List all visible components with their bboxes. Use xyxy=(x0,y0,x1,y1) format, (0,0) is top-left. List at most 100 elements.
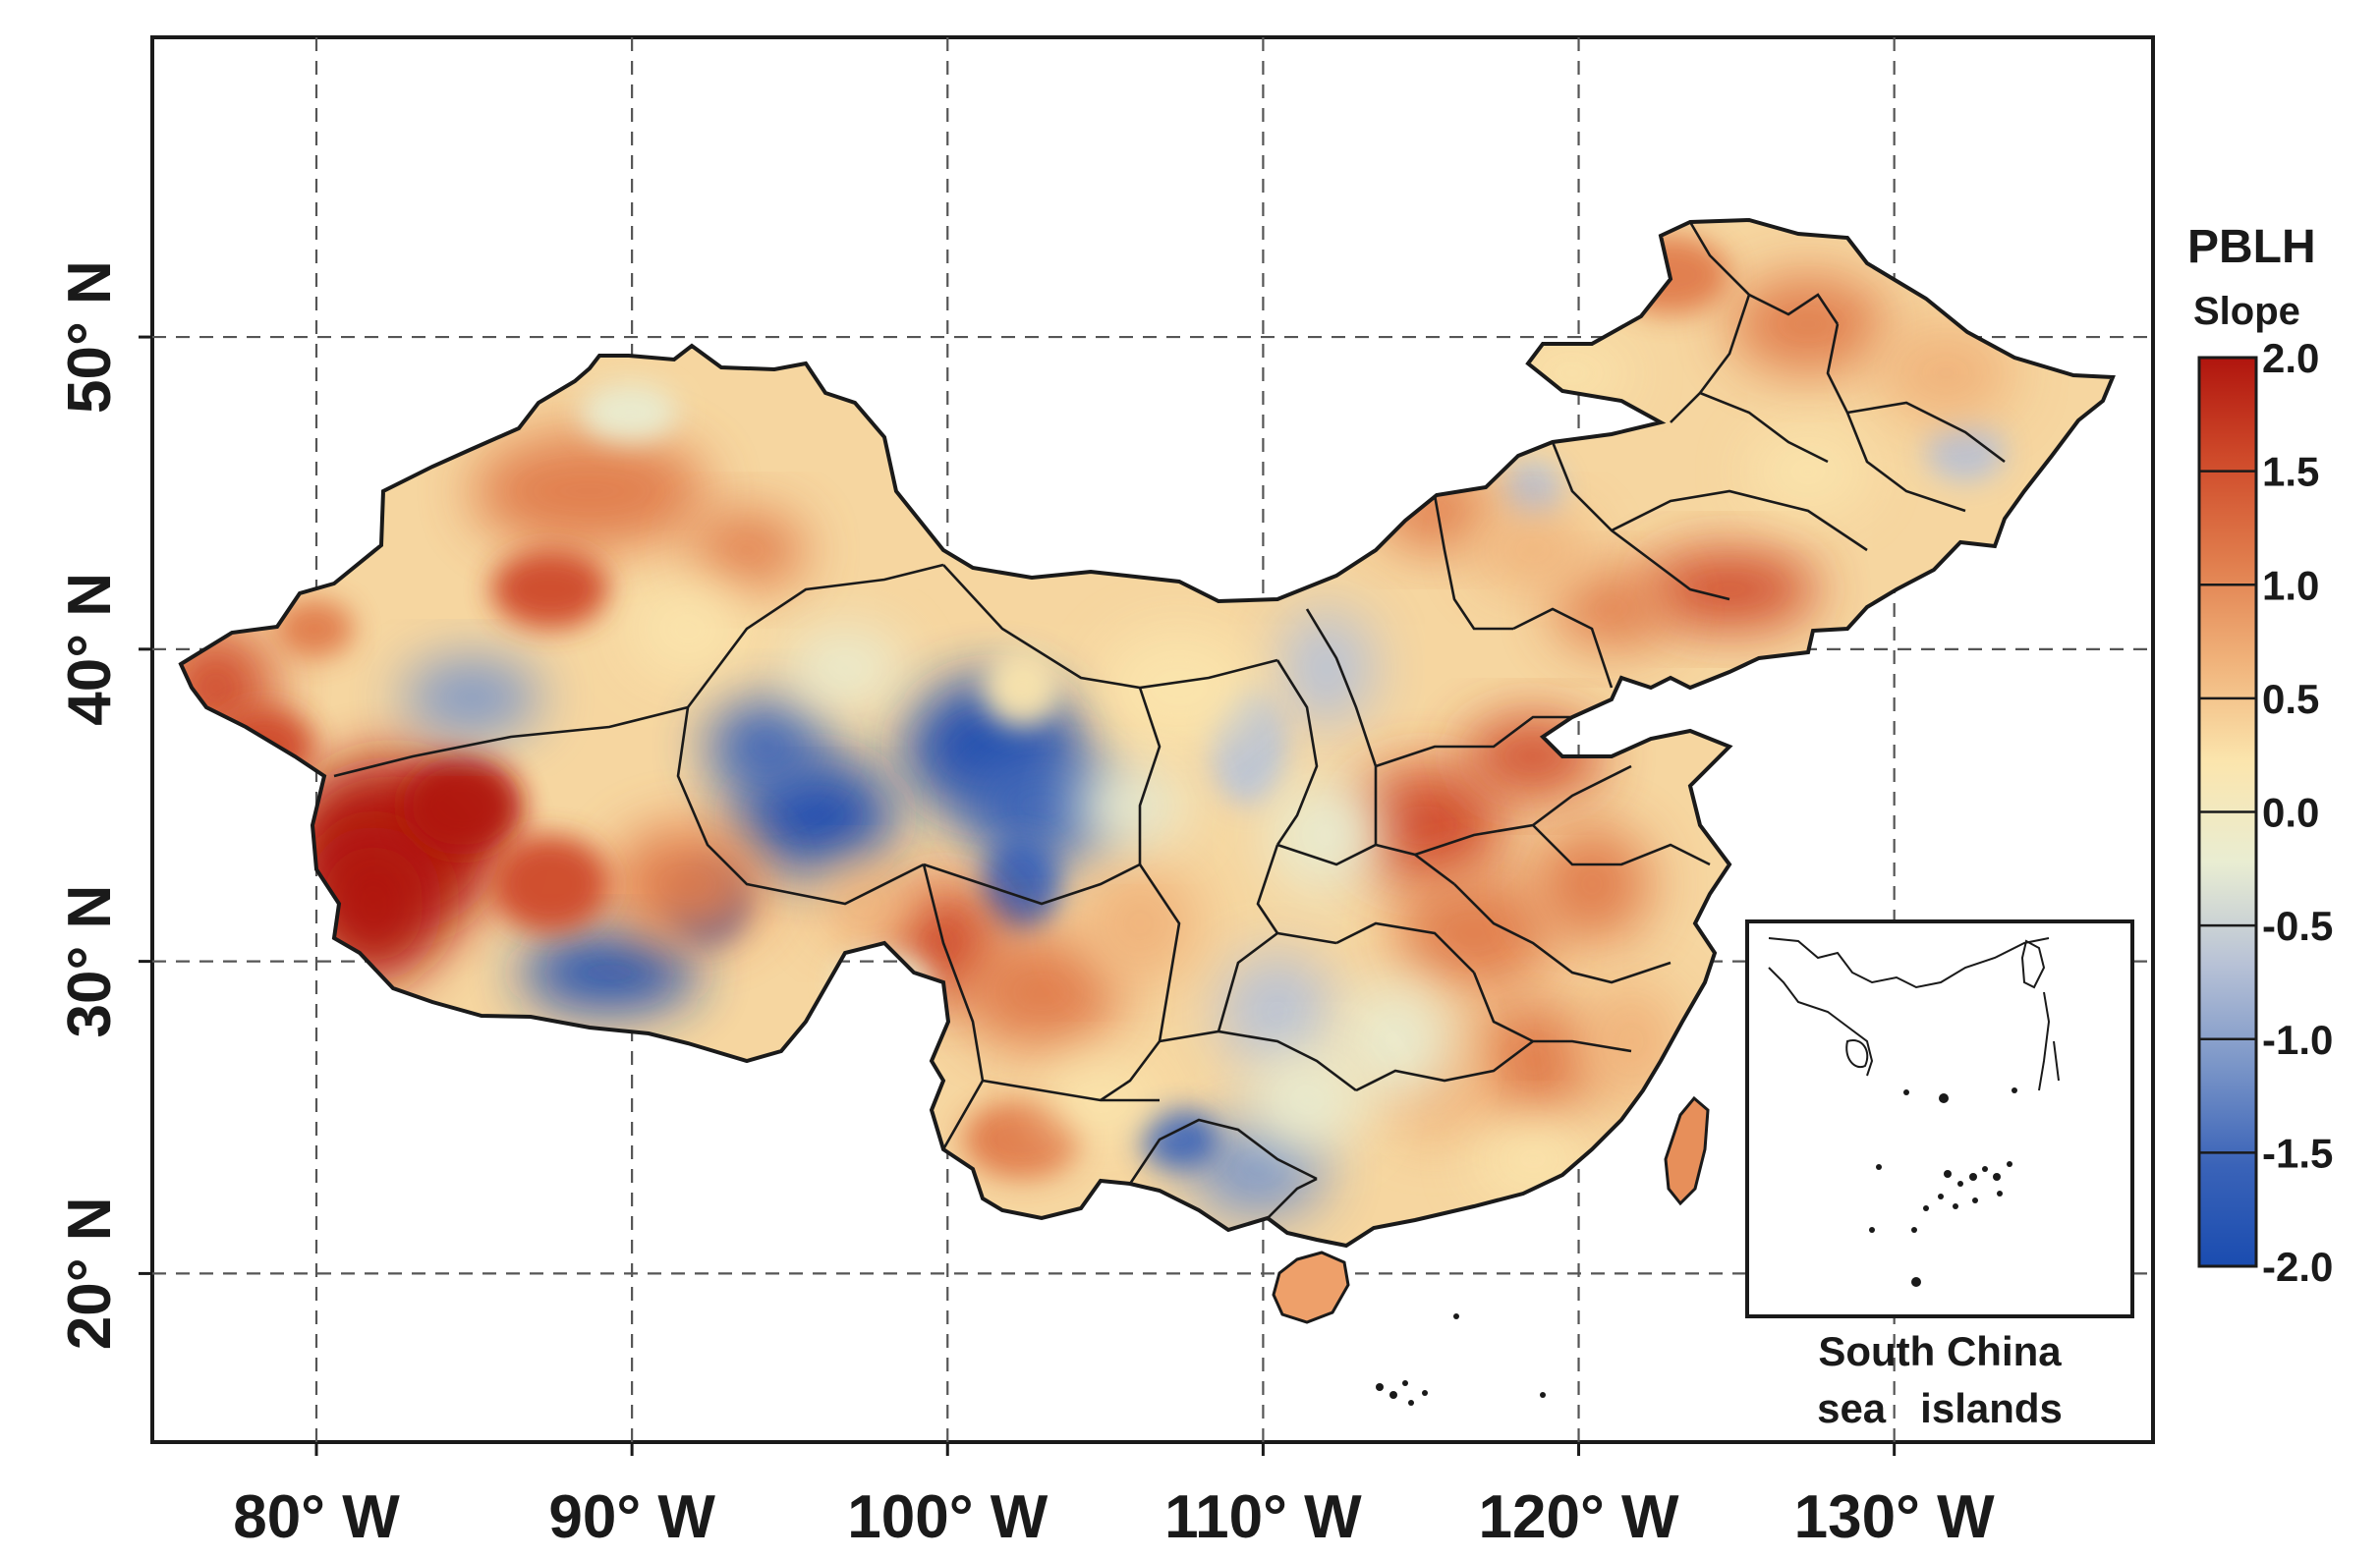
slope-patch xyxy=(1248,1051,1366,1149)
province-border xyxy=(333,705,689,778)
province-border xyxy=(1532,824,1711,866)
legend-tick-label: -1.0 xyxy=(2262,1017,2333,1063)
province-border xyxy=(1699,391,1829,464)
province-border xyxy=(1433,494,1513,631)
province-border xyxy=(982,1079,1160,1102)
legend-tick-label: -0.5 xyxy=(2262,903,2333,949)
slope-patch xyxy=(1503,462,1562,521)
slope-patch xyxy=(1336,982,1454,1100)
legend-tick-labels: 2.0 1.5 1.0 0.5 0.0 -0.5 -1.0 -1.5 -2.0 xyxy=(2262,335,2333,1290)
legend-subtitle: Slope xyxy=(2193,290,2300,333)
province-border xyxy=(942,564,1278,690)
slope-patch xyxy=(491,550,609,629)
slope-patch xyxy=(491,835,609,933)
legend-tick-label: -2.0 xyxy=(2262,1244,2333,1290)
slope-patch xyxy=(275,599,354,658)
inset-label-line1: South China xyxy=(1818,1328,2062,1374)
slope-patch xyxy=(1729,275,1887,373)
province-border xyxy=(1453,883,1672,984)
longitude-labels: 80° W 90° W 100° W 110° W 120° W 130° W xyxy=(233,1442,1995,1551)
slope-patch xyxy=(983,648,1061,727)
province-border xyxy=(1159,1030,1357,1092)
lat-label-50: 50° N xyxy=(56,260,124,414)
slope-patch xyxy=(1395,874,1553,992)
slope-patch xyxy=(1641,550,1818,629)
province-border xyxy=(1128,1118,1318,1185)
province-border xyxy=(1375,715,1572,768)
legend-tick-label: 0.0 xyxy=(2262,790,2319,836)
province-border xyxy=(1305,608,1378,845)
slope-patch xyxy=(403,756,521,855)
province-border xyxy=(1551,441,1730,601)
legend-tick-label: 0.5 xyxy=(2262,676,2319,722)
province-border xyxy=(1846,401,2006,464)
lon-label-110: 110° W xyxy=(1164,1483,1362,1551)
slope-patch xyxy=(580,383,678,442)
slope-patch xyxy=(816,864,914,943)
province-border xyxy=(1512,607,1614,689)
slope-patch xyxy=(963,933,1120,1051)
slope-patch xyxy=(1749,432,1867,511)
slope-patch xyxy=(1877,324,2014,422)
lon-label-90: 90° W xyxy=(548,1483,715,1551)
province-border xyxy=(1688,221,1840,325)
slope-patch xyxy=(688,511,806,589)
province-border xyxy=(1335,921,1475,974)
slope-patch xyxy=(983,835,1061,933)
slope-patch xyxy=(1140,1110,1218,1169)
province-border xyxy=(1611,489,1868,552)
slope-patch xyxy=(1277,609,1376,727)
legend-tick-label: -1.5 xyxy=(2262,1130,2333,1176)
color-legend: PBLH Slope 2.0 1.5 1.0 0.5 0.0 -0.5 -1.0 -1.5 -2… xyxy=(2187,221,2333,1290)
south-china-sea-inset: South China sea islands xyxy=(1745,919,2134,1431)
slope-patch xyxy=(1218,953,1336,1071)
slope-patch xyxy=(1081,864,1199,982)
lon-label-120: 120° W xyxy=(1479,1483,1679,1551)
legend-bar-frame xyxy=(2197,356,2258,1268)
slope-patch xyxy=(403,658,540,737)
slope-patch xyxy=(1464,1002,1602,1120)
legend-tick-label: 1.5 xyxy=(2262,449,2319,495)
lon-label-130: 130° W xyxy=(1794,1483,1995,1551)
china-outline xyxy=(178,217,2116,1249)
province-borders xyxy=(333,221,2006,1219)
lon-label-100: 100° W xyxy=(847,1483,1048,1551)
province-border xyxy=(1670,294,1751,423)
slope-patch xyxy=(609,825,766,943)
lat-label-30: 30° N xyxy=(56,885,124,1038)
legend-tick-label: 1.0 xyxy=(2262,562,2319,608)
province-border xyxy=(1100,863,1181,1102)
province-border xyxy=(1355,1039,1534,1092)
lat-label-20: 20° N xyxy=(56,1197,124,1351)
slope-patch xyxy=(1553,570,1671,648)
province-border xyxy=(1217,931,1337,1032)
hainan-island xyxy=(1272,1251,1350,1324)
province-border xyxy=(1267,1177,1318,1219)
province-border xyxy=(686,563,944,708)
province-border xyxy=(1138,687,1162,864)
slope-patch xyxy=(472,432,708,550)
slope-patch xyxy=(786,629,904,707)
slope-patch xyxy=(521,933,698,1012)
lon-label-80: 80° W xyxy=(233,1483,400,1551)
inset-coastline xyxy=(1768,937,2060,1091)
province-border xyxy=(1472,972,1632,1053)
small-islands xyxy=(1376,1313,1546,1406)
province-border xyxy=(922,863,985,1150)
province-border xyxy=(1826,323,1966,513)
slope-patch xyxy=(708,697,825,796)
slope-patch xyxy=(1926,422,2005,481)
slope-patch xyxy=(1071,766,1189,845)
taiwan-island xyxy=(1664,1095,1710,1206)
legend-title: PBLH xyxy=(2187,221,2316,273)
slope-patch xyxy=(1346,766,1503,884)
lat-label-40: 40° N xyxy=(56,573,124,726)
inset-islands xyxy=(1869,1087,2017,1287)
slope-patch xyxy=(1101,629,1258,747)
legend-tick-label: 2.0 xyxy=(2262,335,2319,381)
province-border xyxy=(923,863,1141,906)
province-border xyxy=(1275,659,1319,846)
slope-patch xyxy=(1474,511,1592,589)
